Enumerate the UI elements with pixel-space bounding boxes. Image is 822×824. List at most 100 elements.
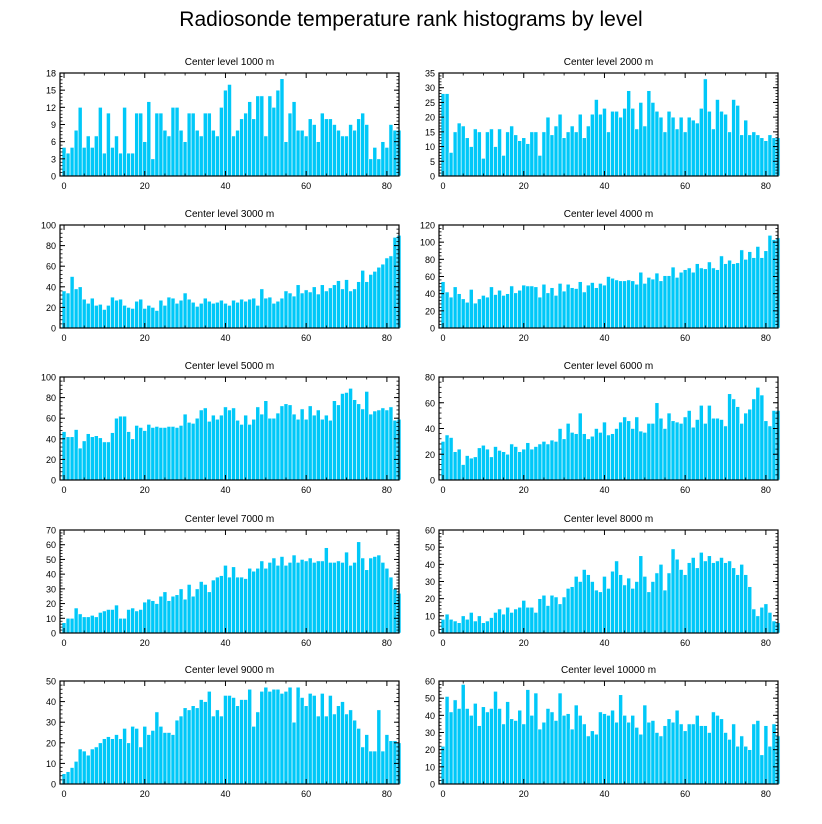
histogram-bar bbox=[372, 556, 378, 634]
y-tick-label: 20 bbox=[425, 306, 435, 316]
histogram-bar bbox=[642, 125, 648, 177]
histogram-bar bbox=[65, 152, 71, 177]
histogram-bar bbox=[352, 562, 357, 634]
y-tick-label: 20 bbox=[425, 594, 435, 604]
histogram-bar bbox=[324, 715, 329, 785]
histogram-bar bbox=[468, 457, 474, 481]
histogram-bar bbox=[517, 140, 523, 177]
histogram-bar bbox=[763, 140, 769, 177]
y-tick-label: 50 bbox=[46, 677, 56, 687]
histogram-bar bbox=[650, 278, 656, 329]
histogram-bar bbox=[73, 761, 79, 785]
histogram-bar bbox=[529, 285, 535, 329]
x-tick-label: 80 bbox=[761, 638, 771, 648]
histogram-bar bbox=[344, 392, 349, 481]
histogram-bar bbox=[73, 429, 79, 481]
histogram-bar bbox=[489, 708, 494, 785]
histogram-bar bbox=[247, 298, 253, 329]
histogram-bar bbox=[594, 589, 599, 634]
histogram-bar bbox=[670, 548, 676, 634]
panel-title: Center level 1000 m bbox=[185, 57, 275, 68]
y-tick-label: 60 bbox=[46, 414, 56, 424]
histogram-bar bbox=[340, 562, 345, 634]
histogram-bar bbox=[759, 137, 765, 177]
histogram-bar bbox=[606, 715, 611, 785]
histogram-bar bbox=[158, 726, 164, 785]
histogram-bar bbox=[186, 584, 192, 634]
histogram-bar bbox=[279, 297, 285, 329]
histogram-bar bbox=[590, 282, 595, 329]
histogram-bar bbox=[364, 281, 370, 329]
histogram-bar bbox=[658, 417, 664, 481]
histogram-bar bbox=[146, 101, 152, 177]
histogram-bar bbox=[239, 118, 244, 177]
histogram-bar bbox=[690, 119, 696, 177]
y-tick-label: 0 bbox=[51, 324, 56, 334]
histogram-bar bbox=[142, 430, 148, 481]
histogram-bar bbox=[602, 284, 607, 329]
histogram-bar bbox=[388, 255, 394, 329]
x-tick-label: 0 bbox=[441, 789, 446, 799]
histogram-bar bbox=[219, 715, 224, 785]
histogram-bar bbox=[440, 281, 446, 329]
histogram-bar bbox=[372, 147, 378, 177]
histogram-bar bbox=[497, 608, 502, 634]
histogram-bar bbox=[452, 620, 458, 634]
histogram-bar bbox=[118, 738, 123, 785]
histogram-bar bbox=[243, 699, 248, 785]
y-tick-label: 80 bbox=[425, 255, 435, 265]
histogram-bar bbox=[231, 407, 236, 481]
histogram-bar bbox=[372, 750, 378, 785]
histogram-bar bbox=[255, 406, 261, 481]
histogram-bar bbox=[223, 406, 228, 481]
histogram-bar bbox=[271, 107, 277, 177]
histogram-bar bbox=[243, 578, 248, 634]
histogram-bar bbox=[376, 409, 382, 481]
x-tick-label: 40 bbox=[599, 485, 609, 495]
histogram-bar bbox=[594, 733, 599, 785]
histogram-bar bbox=[565, 423, 571, 481]
histogram-bar bbox=[61, 290, 67, 329]
histogram-bar bbox=[219, 107, 224, 177]
x-tick-label: 60 bbox=[680, 181, 690, 191]
histogram-bar bbox=[642, 283, 648, 329]
histogram-bar bbox=[85, 302, 91, 329]
histogram-bar bbox=[472, 128, 478, 177]
histogram-bar bbox=[299, 408, 305, 481]
histogram-bar bbox=[715, 269, 720, 329]
histogram-bar bbox=[243, 300, 248, 329]
histogram-bar bbox=[186, 298, 192, 329]
histogram-bar bbox=[481, 295, 486, 329]
histogram-bar bbox=[751, 131, 757, 177]
histogram-bar bbox=[650, 720, 656, 785]
histogram-bar bbox=[602, 108, 607, 177]
histogram-bar bbox=[98, 304, 103, 329]
x-tick-label: 80 bbox=[382, 181, 392, 191]
histogram-bar bbox=[267, 417, 273, 481]
histogram-bar bbox=[170, 426, 176, 481]
histogram-bar bbox=[513, 134, 518, 177]
histogram-bar bbox=[73, 129, 79, 177]
x-tick-label: 20 bbox=[519, 789, 529, 799]
histogram-bar bbox=[267, 296, 273, 329]
histogram-bar bbox=[444, 434, 450, 481]
histogram-bar bbox=[525, 442, 531, 481]
histogram-bar bbox=[178, 299, 184, 329]
histogram-bar bbox=[263, 686, 269, 785]
x-tick-label: 0 bbox=[62, 485, 67, 495]
plot-frame bbox=[59, 529, 400, 634]
histogram-bar bbox=[622, 715, 627, 785]
histogram-bar bbox=[356, 403, 361, 481]
histogram-bar bbox=[602, 713, 607, 785]
histogram-bar bbox=[227, 695, 232, 785]
histogram-bar bbox=[610, 277, 615, 329]
histogram-bar bbox=[529, 606, 535, 634]
histogram-bar bbox=[170, 595, 176, 634]
histogram-bar bbox=[198, 409, 204, 481]
y-tick-label: 30 bbox=[46, 584, 56, 594]
histogram-bar bbox=[460, 298, 466, 329]
y-tick-label: 50 bbox=[425, 694, 435, 704]
histogram-bar bbox=[513, 292, 518, 329]
histogram-bar bbox=[231, 135, 236, 177]
histogram-bar bbox=[569, 432, 575, 481]
